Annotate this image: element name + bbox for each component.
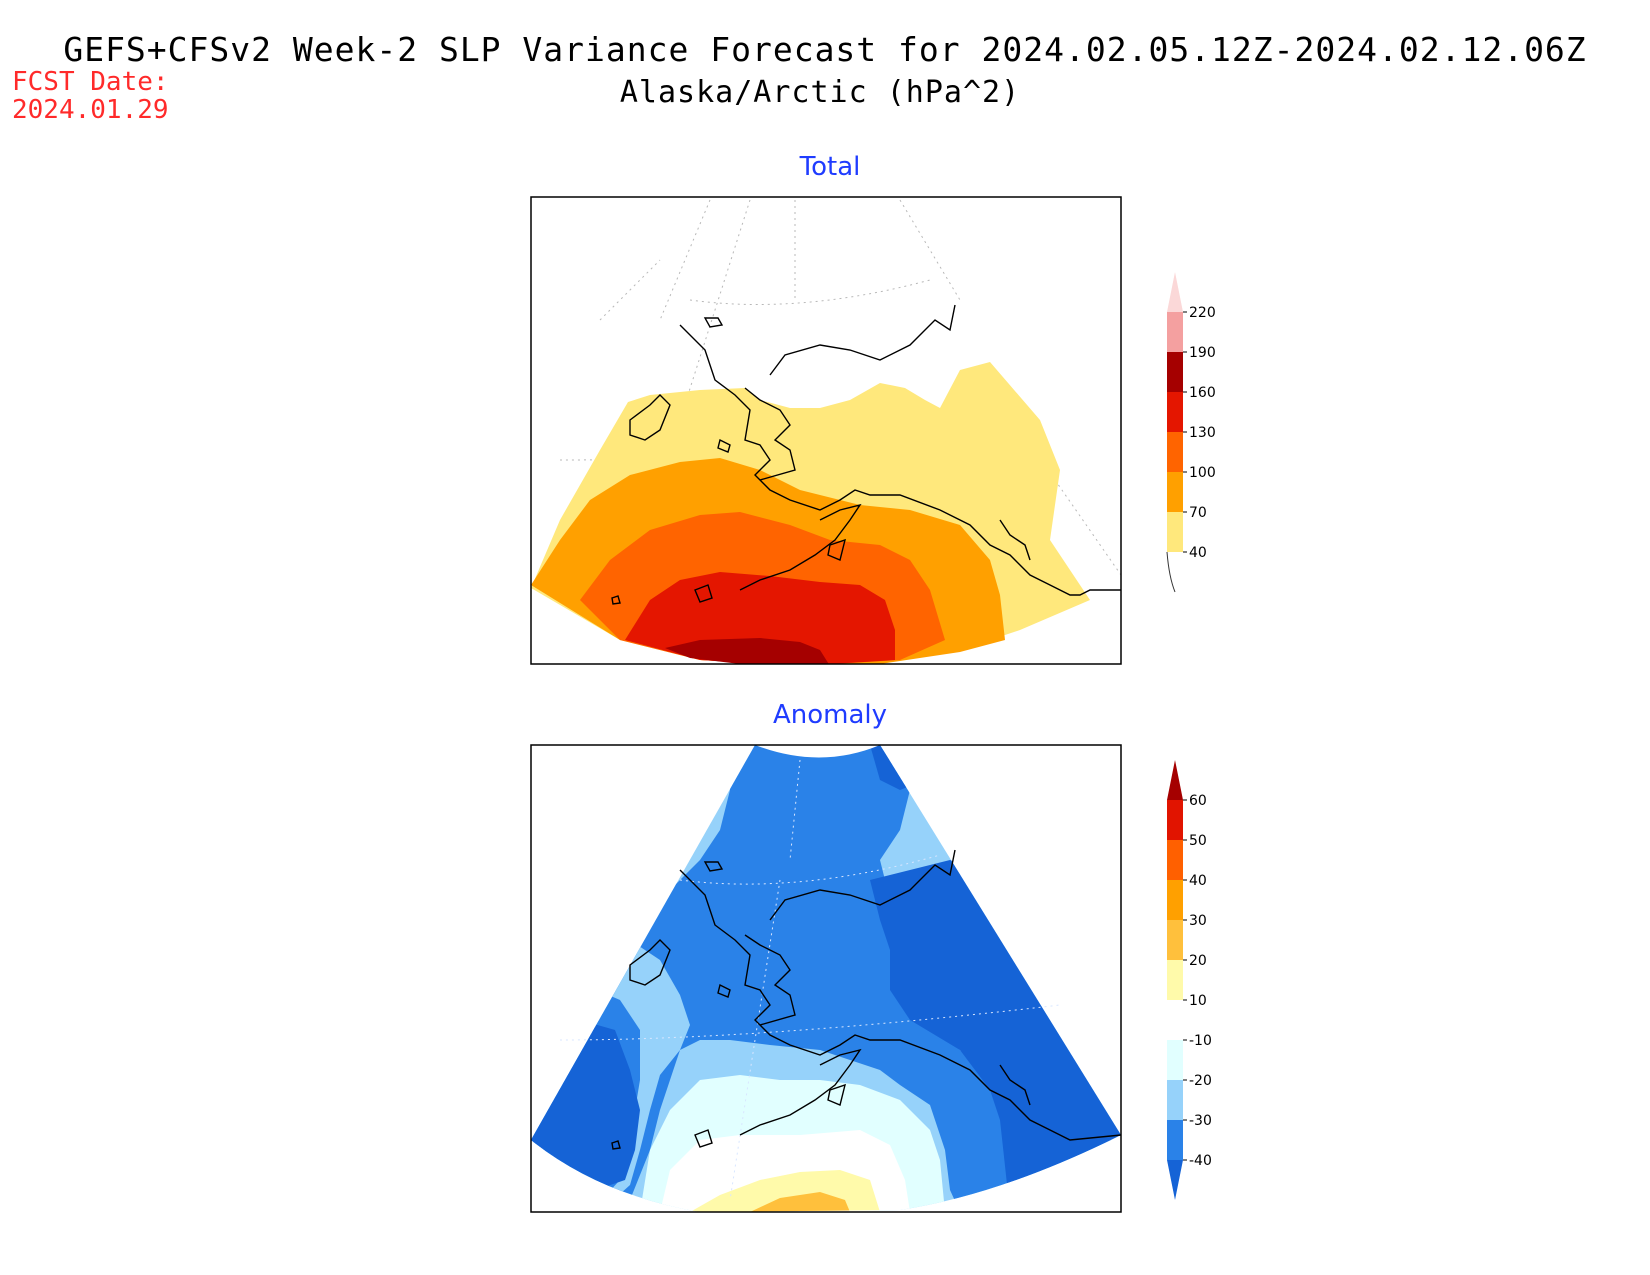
total-map-frame — [530, 196, 1122, 665]
colorbar-swatch — [1167, 960, 1183, 1000]
colorbar-tick-label: 70 — [1189, 505, 1207, 521]
forecast-date-block: FCST Date: 2024.01.29 — [12, 68, 169, 124]
colorbar-swatch — [1167, 352, 1183, 392]
total-band-160 — [665, 638, 829, 664]
colorbar-swatch — [1167, 512, 1183, 552]
colorbar-swatch — [1167, 1080, 1183, 1120]
anomaly-contours — [531, 745, 1121, 1212]
colorbar-tick-label: 130 — [1189, 425, 1216, 441]
total-graticule — [559, 199, 1121, 576]
colorbar-swatch — [1167, 392, 1183, 432]
colorbar-tick-label: -10 — [1189, 1033, 1212, 1049]
colorbar-tick-label: 220 — [1189, 305, 1216, 321]
anomaly-band-pos20 — [750, 1192, 850, 1212]
total-colorbar: 40 70 100 130 160 190 220 — [1166, 272, 1216, 593]
colorbar-swatch — [1167, 920, 1183, 960]
colorbar-swatch — [1167, 1040, 1183, 1080]
total-contours — [531, 362, 1090, 664]
total-panel-title: Total — [799, 152, 861, 182]
anomaly-map-frame — [530, 744, 1122, 1213]
colorbar-swatch — [1167, 880, 1183, 920]
colorbar-lower-end — [1166, 551, 1176, 593]
anomaly-colorbar: -40 -30 -20 -10 10 20 30 40 50 60 — [1167, 760, 1212, 1200]
colorbar-swatch — [1167, 1000, 1183, 1040]
anomaly-panel-title: Anomaly — [772, 700, 888, 730]
colorbar-lower-arrow — [1167, 1160, 1183, 1200]
colorbar-swatch — [1167, 312, 1183, 352]
total-band-130 — [625, 572, 895, 664]
colorbar-tick-label: 60 — [1189, 793, 1207, 809]
total-coastlines — [611, 304, 1121, 605]
colorbar-swatch — [1167, 472, 1183, 512]
colorbar-tick-label: 40 — [1189, 873, 1207, 889]
colorbar-upper-arrow — [1167, 272, 1183, 312]
colorbar-swatch — [1167, 840, 1183, 880]
colorbar-tick-label: -30 — [1189, 1113, 1212, 1129]
forecast-date-label: FCST Date: — [12, 67, 169, 97]
colorbar-tick-label: 100 — [1189, 465, 1216, 481]
anomaly-graticule — [559, 759, 1061, 1201]
colorbar-tick-label: 160 — [1189, 385, 1216, 401]
forecast-date-value: 2024.01.29 — [12, 95, 169, 125]
colorbar-swatch — [1167, 1120, 1183, 1160]
colorbar-tick-label: 50 — [1189, 833, 1207, 849]
anomaly-arctic-cap — [755, 745, 880, 758]
colorbar-tick-label: -20 — [1189, 1073, 1212, 1089]
colorbar-tick-label: 20 — [1189, 953, 1207, 969]
chart-subtitle: Alaska/Arctic (hPa^2) — [619, 75, 1021, 110]
colorbar-swatch — [1167, 432, 1183, 472]
anomaly-coastlines — [611, 849, 1121, 1150]
colorbar-tick-label: 190 — [1189, 345, 1216, 361]
colorbar-tick-label: 30 — [1189, 913, 1207, 929]
colorbar-tick-label: 40 — [1189, 545, 1207, 561]
total-map — [530, 196, 1122, 665]
colorbar-tick-label: 10 — [1189, 993, 1207, 1009]
colorbar-upper-arrow — [1167, 760, 1183, 800]
anomaly-band-40 — [531, 745, 1121, 1212]
colorbar-tick-label: -40 — [1189, 1153, 1212, 1169]
anomaly-map — [530, 744, 1122, 1213]
colorbar-swatch — [1167, 800, 1183, 840]
chart-title: GEFS+CFSv2 Week-2 SLP Variance Forecast … — [63, 30, 1587, 69]
